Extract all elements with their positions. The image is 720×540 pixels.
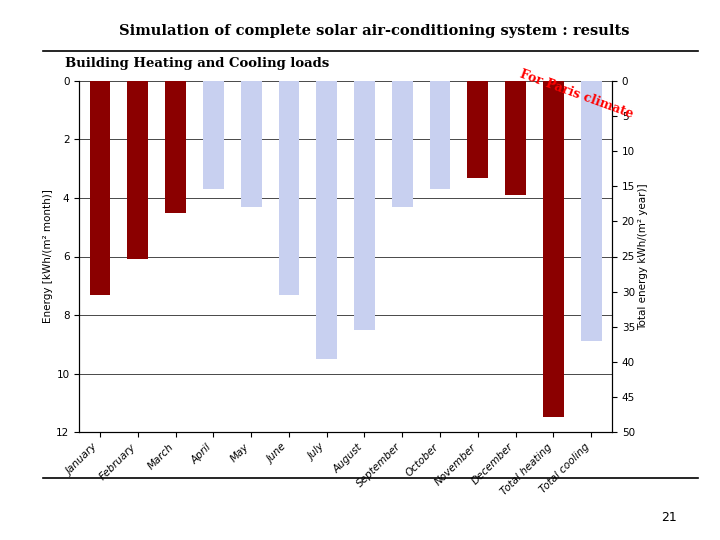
Bar <box>581 81 602 341</box>
Bar <box>165 81 186 213</box>
Bar <box>430 81 451 143</box>
Bar <box>467 81 488 178</box>
Bar <box>279 81 300 294</box>
Bar <box>392 81 413 207</box>
Bar <box>165 81 186 163</box>
Bar <box>543 81 564 417</box>
Text: Simulation of complete solar air-conditioning system : results: Simulation of complete solar air-conditi… <box>119 24 630 38</box>
Bar <box>392 81 413 207</box>
Y-axis label: Energy [kWh/(m² month)]: Energy [kWh/(m² month)] <box>43 190 53 323</box>
Bar <box>203 81 224 189</box>
Bar <box>430 81 451 189</box>
Bar <box>316 81 337 113</box>
Bar <box>203 81 224 189</box>
Bar <box>316 81 337 113</box>
Bar <box>279 81 300 116</box>
Bar <box>203 81 224 139</box>
Bar <box>127 81 148 259</box>
Bar <box>505 81 526 195</box>
Bar <box>279 81 300 294</box>
Bar <box>240 81 261 207</box>
Bar <box>203 81 224 139</box>
Bar <box>354 81 375 329</box>
Bar <box>392 81 413 118</box>
Bar <box>430 81 451 189</box>
Bar <box>354 81 375 329</box>
Text: 21: 21 <box>661 511 677 524</box>
Bar <box>240 81 261 119</box>
Text: For Paris climate: For Paris climate <box>518 68 634 120</box>
Bar <box>392 81 413 118</box>
Text: Building Heating and Cooling loads: Building Heating and Cooling loads <box>65 57 329 70</box>
Bar <box>240 81 261 207</box>
Bar <box>316 81 337 359</box>
Bar <box>316 81 337 359</box>
Bar <box>354 81 375 114</box>
Bar <box>354 81 375 114</box>
Bar <box>581 81 602 341</box>
Bar <box>240 81 261 119</box>
Bar <box>279 81 300 116</box>
Bar <box>127 81 148 178</box>
Bar <box>89 81 110 294</box>
Y-axis label: Total energy kWh/(m² year)]: Total energy kWh/(m² year)] <box>638 183 648 330</box>
Bar <box>430 81 451 143</box>
